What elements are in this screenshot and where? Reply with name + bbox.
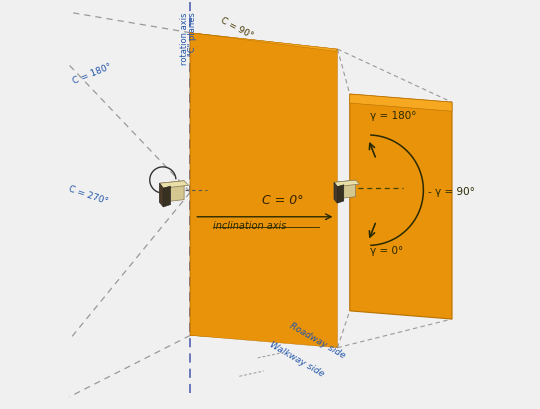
Polygon shape bbox=[190, 33, 303, 100]
Text: Roadway side: Roadway side bbox=[288, 321, 347, 360]
Polygon shape bbox=[160, 181, 184, 202]
Polygon shape bbox=[190, 33, 329, 68]
Polygon shape bbox=[190, 33, 216, 192]
Polygon shape bbox=[190, 33, 285, 121]
Polygon shape bbox=[190, 33, 335, 58]
Polygon shape bbox=[190, 33, 285, 335]
Text: Walkway side: Walkway side bbox=[268, 340, 326, 378]
Text: γ = 180°: γ = 180° bbox=[370, 110, 417, 121]
Text: rotation axis: rotation axis bbox=[180, 12, 190, 65]
Text: C = 0°: C = 0° bbox=[262, 195, 303, 207]
Text: inclination axis: inclination axis bbox=[213, 221, 286, 231]
Polygon shape bbox=[163, 186, 171, 207]
Text: γ = 0°: γ = 0° bbox=[370, 245, 403, 256]
Polygon shape bbox=[334, 182, 338, 203]
Polygon shape bbox=[334, 180, 356, 199]
Polygon shape bbox=[190, 33, 338, 348]
Polygon shape bbox=[190, 33, 241, 167]
Polygon shape bbox=[190, 33, 318, 335]
Text: "C" planes: "C" planes bbox=[188, 12, 197, 56]
Polygon shape bbox=[190, 33, 264, 143]
Polygon shape bbox=[190, 33, 329, 338]
Polygon shape bbox=[190, 33, 338, 51]
Polygon shape bbox=[190, 33, 318, 83]
Text: C = 90°: C = 90° bbox=[219, 16, 254, 41]
Polygon shape bbox=[334, 180, 360, 187]
Polygon shape bbox=[190, 33, 264, 335]
Polygon shape bbox=[190, 33, 241, 335]
Polygon shape bbox=[190, 33, 216, 335]
Polygon shape bbox=[190, 33, 335, 345]
Polygon shape bbox=[350, 94, 452, 111]
Text: C = 270°: C = 270° bbox=[68, 184, 110, 207]
Text: C = 180°: C = 180° bbox=[72, 62, 113, 86]
Polygon shape bbox=[338, 185, 344, 203]
Polygon shape bbox=[160, 183, 163, 207]
Polygon shape bbox=[190, 33, 303, 335]
Polygon shape bbox=[350, 94, 452, 319]
Polygon shape bbox=[160, 181, 188, 188]
Text: - γ = 90°: - γ = 90° bbox=[428, 187, 475, 197]
